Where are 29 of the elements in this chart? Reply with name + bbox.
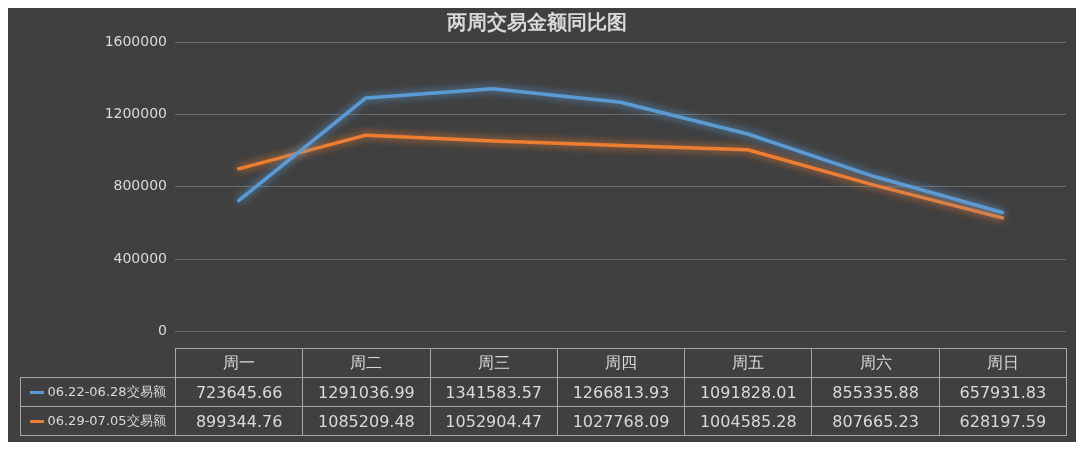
data-label: 1291036.99: [302, 377, 431, 407]
x-tick-label: 周六: [811, 348, 940, 378]
y-tick-label: 1600000: [104, 32, 167, 49]
y-tick-label: 1200000: [104, 105, 167, 122]
x-tick-label: 周三: [430, 348, 558, 378]
data-label: 899344.76: [175, 406, 303, 436]
data-label: 1266813.93: [557, 377, 685, 407]
data-label: 1341583.57: [430, 377, 558, 407]
legend-label: 06.22-06.28交易额: [47, 384, 166, 399]
data-label: 855335.88: [811, 377, 940, 407]
chart-title: 两周交易金额同比图: [446, 10, 627, 35]
x-tick-label: 周四: [557, 348, 685, 378]
data-label: 1091828.01: [684, 377, 812, 407]
data-label: 1085209.48: [302, 406, 431, 436]
data-label: 657931.83: [939, 377, 1067, 407]
y-tick-label: 800000: [113, 177, 167, 194]
data-label: 1004585.28: [684, 406, 812, 436]
x-tick-label: 周日: [939, 348, 1067, 378]
legend-label: 06.29-07.05交易额: [47, 413, 166, 428]
y-tick-label: 400000: [113, 249, 167, 266]
x-tick-label: 周一: [175, 348, 303, 378]
data-label: 628197.59: [939, 406, 1067, 436]
data-label: 807665.23: [811, 406, 940, 436]
data-label: 723645.66: [175, 377, 303, 407]
data-label: 1027768.09: [557, 406, 685, 436]
data-label: 1052904.47: [430, 406, 558, 436]
y-tick-label: 0: [158, 322, 167, 339]
x-tick-label: 周二: [302, 348, 431, 378]
x-tick-label: 周五: [684, 348, 812, 378]
